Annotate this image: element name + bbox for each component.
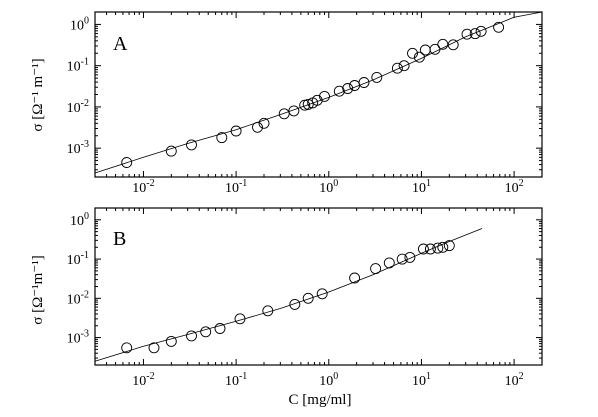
data-point: [278, 108, 290, 120]
y-tick-label: 10-3: [67, 329, 89, 347]
data-point: [398, 60, 410, 72]
data-point: [148, 342, 160, 354]
data-point: [429, 43, 441, 55]
data-point: [461, 28, 473, 40]
x-tick-label: 10-1: [225, 371, 247, 389]
x-axis-label: C [mg/ml]: [289, 392, 352, 408]
panel-a-y-axis-label: σ [Ω⁻¹ m⁻¹]: [30, 58, 46, 131]
panel-a-points: [121, 21, 505, 168]
data-point: [358, 77, 370, 88]
data-point: [432, 242, 444, 254]
y-tick-label: 10-1: [67, 57, 89, 75]
y-tick-label: 10-2: [67, 98, 89, 116]
data-point: [404, 251, 416, 263]
data-point: [413, 51, 425, 63]
y-tick-label: 10-1: [67, 250, 89, 268]
data-point: [447, 39, 459, 51]
data-point: [252, 121, 263, 133]
panel-a: A 10-3 10-2 10-1 100 σ [Ω⁻¹ m⁻¹]: [30, 11, 543, 178]
data-point: [391, 62, 403, 74]
data-point: [165, 335, 177, 347]
data-point: [371, 71, 383, 83]
panel-b-y-tick-labels: 10-3 10-2 10-1 100: [67, 211, 89, 347]
y-tick-label: 10-2: [67, 289, 89, 307]
panel-b-label: B: [113, 228, 126, 250]
panel-a-fit-line: [94, 11, 543, 174]
panel-b-y-axis-label: σ [Ω⁻¹m⁻¹]: [30, 255, 46, 324]
panel-b-fit-line: [94, 228, 483, 362]
data-point: [443, 240, 455, 252]
data-point: [469, 28, 481, 40]
data-point: [186, 330, 197, 342]
data-point: [383, 257, 395, 269]
data-point: [302, 98, 314, 110]
x-tick-label: 10-1: [225, 178, 247, 196]
x-tick-label: 102: [505, 371, 524, 389]
x-tick-label: 101: [412, 371, 431, 389]
data-point: [493, 21, 505, 33]
x-tick-label: 10-2: [132, 371, 154, 389]
panel-b-ticks: [94, 207, 543, 366]
data-point: [311, 94, 323, 106]
data-point: [230, 125, 242, 137]
data-point: [370, 263, 382, 275]
panel-a-x-tick-labels: 10-2 10-1 100 101 102: [132, 178, 523, 196]
data-point: [216, 132, 228, 144]
panel-a-frame: [94, 11, 543, 178]
data-point: [214, 323, 226, 334]
x-tick-label: 102: [505, 178, 524, 196]
data-point: [419, 44, 431, 56]
data-point: [289, 298, 301, 310]
data-point: [319, 90, 330, 102]
x-tick-label: 100: [319, 371, 338, 389]
data-point: [333, 85, 345, 97]
data-point: [437, 241, 449, 253]
data-point: [121, 342, 133, 354]
panel-b: B 10-3 10-2 10-1 100 σ [Ω⁻¹m⁻¹]: [30, 207, 543, 366]
data-point: [417, 243, 429, 255]
data-point: [475, 25, 487, 37]
panel-b-points: [121, 240, 455, 354]
data-point: [165, 145, 177, 157]
panel-b-x-tick-labels: 10-2 10-1 100 101 102: [132, 371, 523, 389]
data-point: [407, 47, 418, 59]
y-tick-label: 100: [70, 15, 89, 33]
panel-a-label: A: [113, 33, 128, 55]
data-point: [200, 326, 212, 338]
x-tick-label: 101: [412, 178, 431, 196]
y-tick-label: 100: [70, 211, 89, 229]
panel-a-y-tick-labels: 10-3 10-2 10-1 100: [67, 15, 89, 157]
data-point: [288, 105, 300, 117]
x-tick-label: 10-2: [132, 178, 154, 196]
data-point: [424, 243, 436, 255]
panel-a-ticks: [94, 11, 543, 178]
data-point: [342, 83, 354, 94]
data-point: [186, 139, 197, 151]
y-tick-label: 10-3: [67, 139, 89, 157]
data-point: [316, 288, 328, 300]
data-point: [234, 313, 246, 325]
data-point: [299, 99, 311, 111]
data-point: [396, 253, 408, 265]
x-tick-label: 100: [319, 178, 338, 196]
data-point: [258, 117, 270, 129]
data-point: [262, 305, 274, 317]
data-point: [349, 272, 361, 284]
data-point: [302, 292, 314, 304]
data-point: [121, 157, 133, 168]
